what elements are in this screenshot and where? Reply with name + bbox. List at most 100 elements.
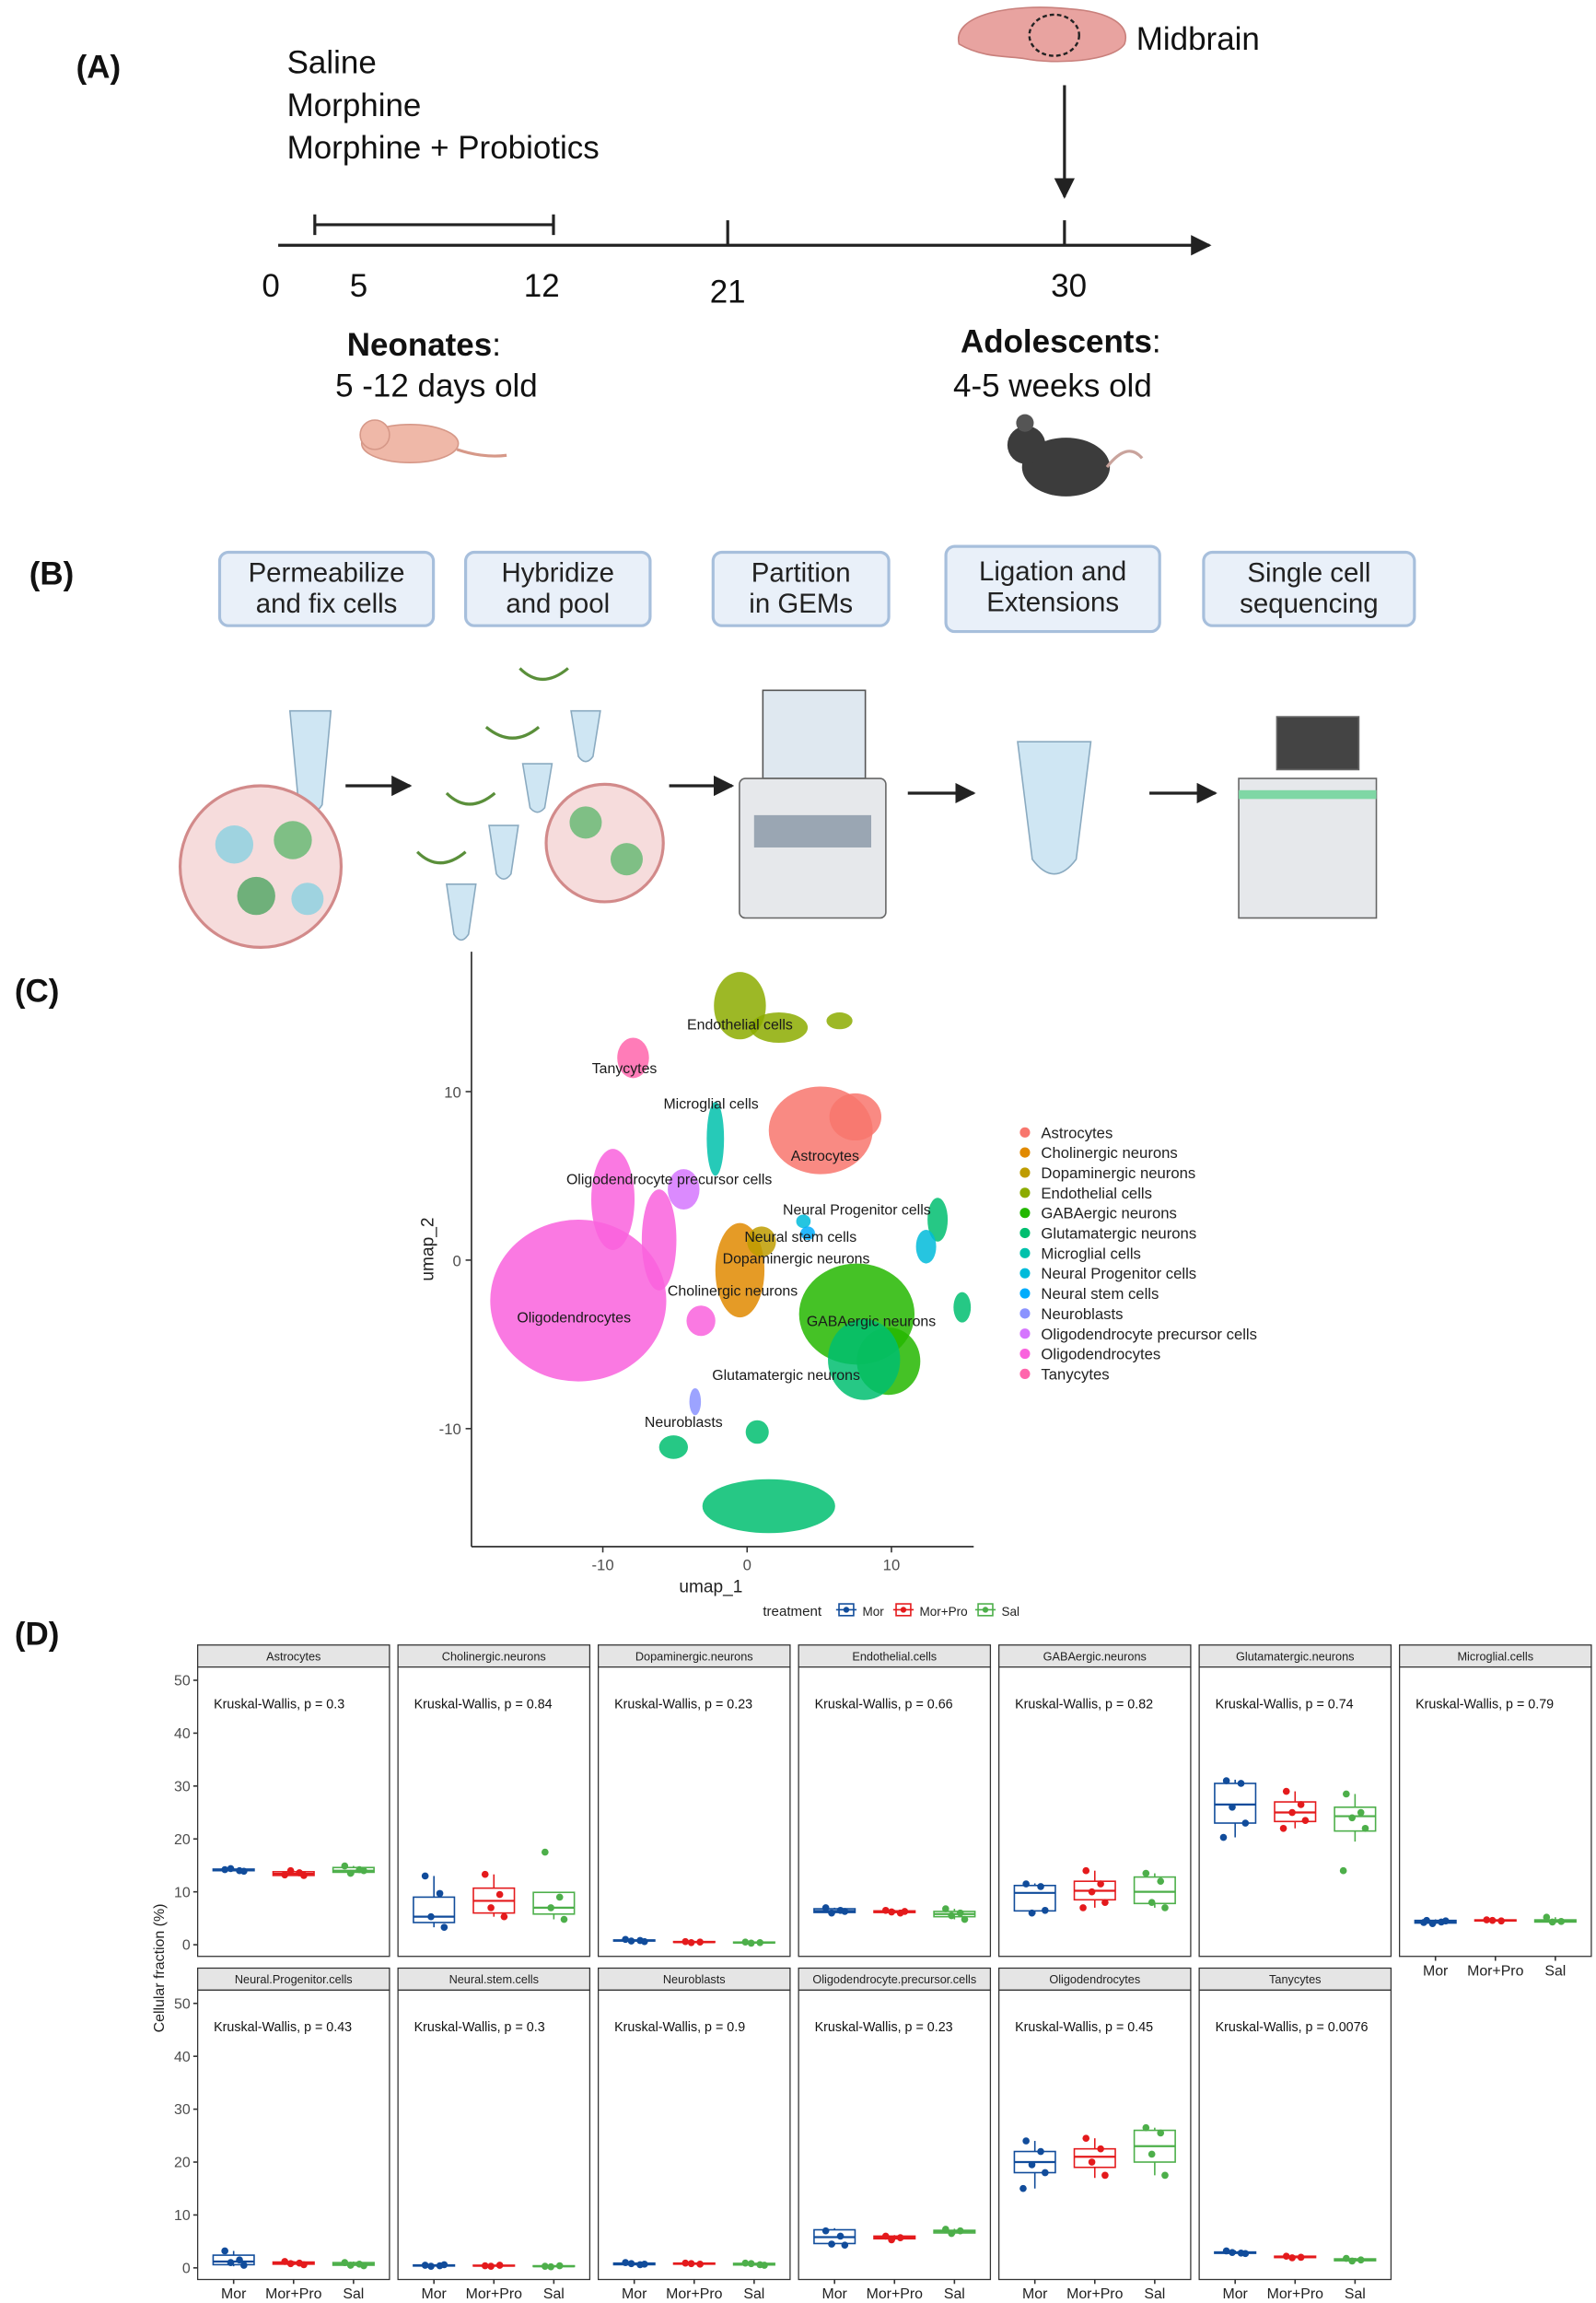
facet-title: Neuroblasts: [663, 1972, 726, 1986]
facet-panel: [598, 1666, 791, 1958]
point: [1147, 1899, 1156, 1906]
pup-icon: [456, 448, 507, 458]
step-label: sequencing: [1240, 589, 1378, 619]
legend-key: [1019, 1308, 1031, 1319]
point: [1343, 1790, 1350, 1798]
cluster-label: Oligodendrocyte precursor cells: [566, 1173, 772, 1188]
point: [1288, 2254, 1296, 2262]
x-tick-label: Sal: [1144, 2286, 1165, 2302]
cluster: [800, 1226, 815, 1240]
y-tick-label: 10: [444, 1083, 461, 1101]
panel-label: (B): [29, 556, 75, 592]
cluster: [829, 1093, 881, 1141]
timeline-label: 0: [262, 268, 279, 304]
point: [1161, 1904, 1169, 1911]
point: [828, 2240, 835, 2248]
legend-key: [1019, 1328, 1031, 1339]
cluster-label: Neuroblasts: [645, 1415, 723, 1431]
point: [1028, 1909, 1036, 1917]
sequencer-icon: [1239, 789, 1377, 800]
timeline-label: 12: [524, 268, 560, 304]
legend-key: [1019, 1268, 1031, 1279]
point: [1297, 2253, 1305, 2262]
facet-panel: [1398, 1666, 1592, 1958]
y-tick-label: -10: [439, 1420, 461, 1438]
point: [1279, 1824, 1287, 1832]
point: [942, 2226, 949, 2233]
cluster: [591, 1149, 635, 1250]
legend-key: [1019, 1208, 1031, 1219]
point: [487, 2262, 495, 2270]
x-tick-label: Sal: [343, 2286, 364, 2302]
point: [1157, 2129, 1165, 2137]
y-tick-label: 30: [174, 1779, 191, 1794]
point: [741, 2259, 750, 2267]
cluster-label: Astrocytes: [791, 1149, 859, 1164]
treatment: Saline: [287, 45, 377, 81]
point: [1022, 2137, 1030, 2145]
step-label: and fix cells: [256, 589, 398, 619]
facet-title: Astrocytes: [266, 1649, 320, 1663]
point: [555, 1893, 564, 1901]
legend-title: treatment: [763, 1604, 822, 1619]
x-tick-label: Mor+Pro: [265, 2286, 322, 2302]
point: [641, 2261, 648, 2268]
legend-label: Mor+Pro: [919, 1605, 967, 1619]
punct: :: [1152, 324, 1161, 360]
point: [236, 2256, 243, 2264]
cluster-label: Dopaminergic neurons: [723, 1252, 870, 1268]
point: [1019, 2184, 1027, 2192]
x-tick-label: Mor: [822, 2286, 848, 2302]
point: [1082, 1866, 1090, 1875]
cells-icon: [178, 784, 344, 949]
point: [221, 2247, 228, 2255]
y-tick-label: 0: [182, 1938, 191, 1954]
step-box: [217, 550, 436, 627]
point: [1147, 2150, 1156, 2158]
point: [888, 2236, 895, 2244]
point: [300, 2261, 308, 2269]
point: [281, 2258, 289, 2265]
cluster-label: Oligodendrocytes: [517, 1311, 631, 1327]
instrument-icon: [753, 814, 871, 848]
point: [1222, 1777, 1230, 1784]
sequencer-icon: [1238, 777, 1378, 919]
x-tick-label: Sal: [1345, 2286, 1366, 2302]
legend-key: [1019, 1348, 1031, 1360]
cell: [215, 825, 254, 864]
point: [821, 1904, 830, 1911]
y-tick-label: 50: [174, 1674, 191, 1689]
cluster: [747, 1226, 776, 1257]
point: [481, 2262, 489, 2270]
x-tick-label: 10: [883, 1556, 901, 1573]
point: [500, 1912, 508, 1921]
facet-title: Cholinergic.neurons: [442, 1649, 546, 1663]
group-title: Adolescents:: [961, 324, 1161, 360]
point: [1543, 1913, 1551, 1922]
brain-region: [1028, 13, 1080, 57]
point: [346, 1869, 355, 1877]
point: [240, 1867, 248, 1876]
y-tick-label: 0: [453, 1252, 461, 1269]
point: [542, 2262, 549, 2270]
facet-title: Endothelial.cells: [852, 1649, 937, 1663]
point: [440, 2261, 449, 2269]
point: [1042, 2169, 1049, 2177]
x-tick-label: Mor: [422, 2286, 448, 2302]
tube-icon: [446, 709, 601, 941]
legend-label: Oligodendrocytes: [1041, 1346, 1160, 1363]
point: [495, 1890, 504, 1899]
facet-annotation: Kruskal-Wallis, p = 0.74: [1216, 1697, 1354, 1712]
treatment: Morphine: [287, 88, 422, 123]
facet-title: Microglial.cells: [1457, 1649, 1533, 1663]
step-label: Extensions: [986, 587, 1119, 617]
point: [1557, 1917, 1566, 1925]
point: [1042, 1906, 1049, 1914]
x-tick-label: Sal: [543, 2286, 565, 2302]
point: [696, 2261, 704, 2268]
point: [1229, 1803, 1236, 1811]
group-age: 4-5 weeks old: [953, 368, 1152, 403]
tube-icon: [1017, 741, 1092, 875]
point: [487, 1904, 495, 1911]
